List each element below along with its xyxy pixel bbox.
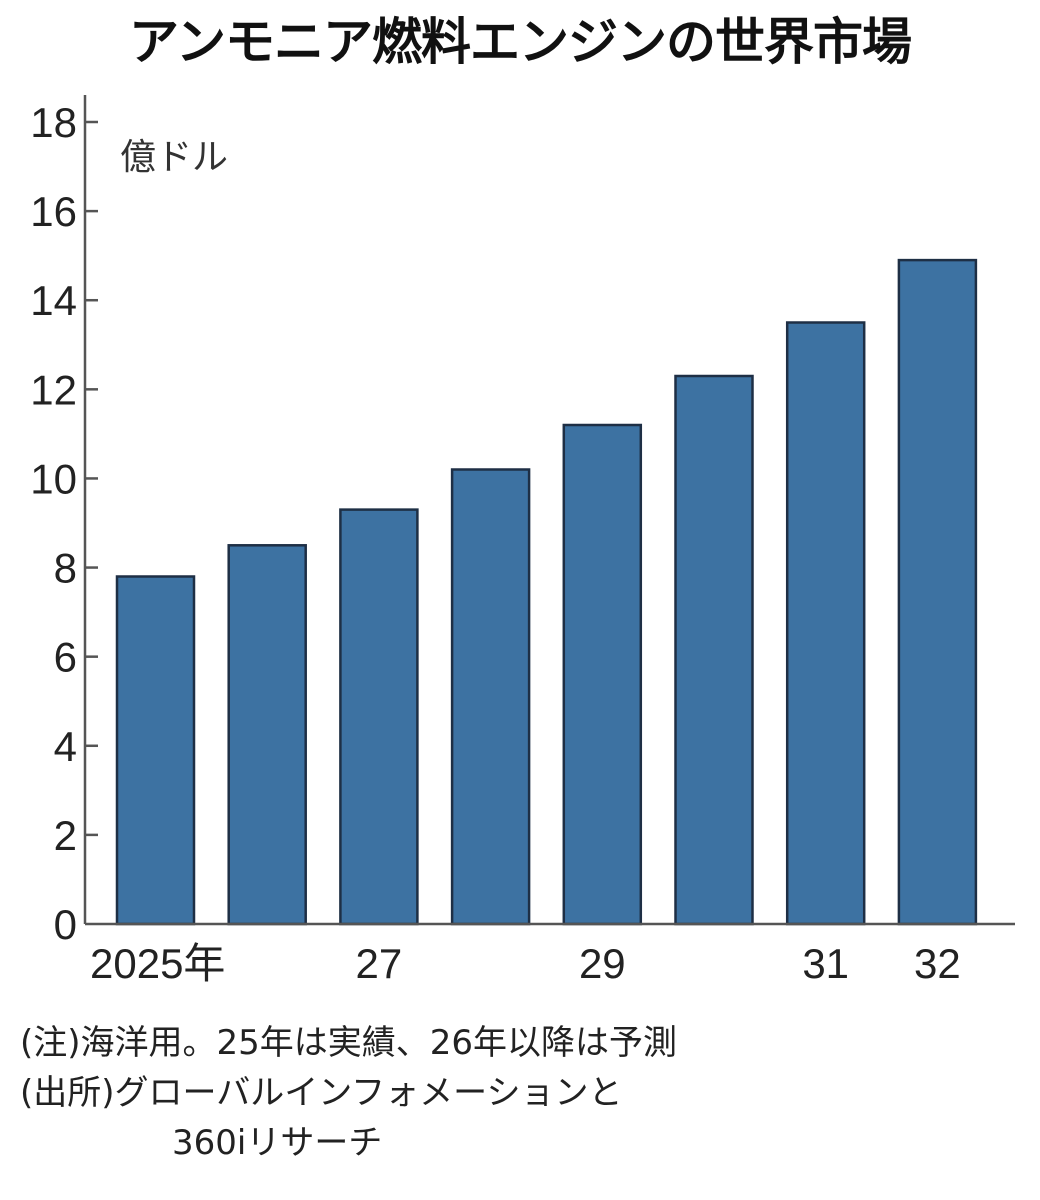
bar-2026	[227, 544, 307, 926]
bar-2027	[339, 508, 419, 926]
bar-2029	[562, 423, 643, 926]
source-text-line1: (出所)グローバルインフォメーションと	[20, 1073, 623, 1113]
source-text-line2: 360iリサーチ	[172, 1123, 383, 1163]
unit-label: 億ドル	[120, 137, 229, 178]
y-tick-label-18: 18	[30, 99, 77, 146]
note-text: (注)海洋用。25年は実績、26年以降は予測	[20, 1023, 678, 1063]
bar-2031	[785, 321, 866, 926]
y-tick-label-16: 16	[30, 188, 77, 235]
bar-2030	[674, 374, 754, 926]
bar-2032	[897, 258, 978, 926]
bar-2025	[115, 575, 196, 926]
bar-2028	[450, 468, 531, 926]
chart-notes: (注)海洋用。25年は実績、26年以降は予測 (出所)グローバルインフォメーショ…	[20, 1018, 677, 1168]
x-tick-label-27: 27	[356, 940, 403, 987]
y-tick-label-2: 2	[54, 812, 77, 859]
bar-chart: 0 2 4 6 8 10 12 14 16 18 2025年 27 29 31 32 億ドル	[30, 95, 1015, 987]
y-tick-label-14: 14	[30, 277, 77, 324]
x-tick-label-32: 32	[914, 940, 961, 987]
chart-title: アンモニア燃料エンジンの世界市場	[129, 13, 912, 71]
y-tick-label-8: 8	[54, 545, 77, 592]
x-tick-label-31: 31	[802, 940, 849, 987]
x-tick-label-2025年: 2025年	[90, 940, 225, 987]
y-tick-label-4: 4	[54, 723, 77, 770]
y-tick-label-12: 12	[30, 366, 77, 413]
x-tick-label-29: 29	[579, 940, 626, 987]
chart-canvas: 0 2 4 6 8 10 12 14 16 18 2025年 27 29 31 32	[30, 95, 1015, 987]
y-tick-label-10: 10	[30, 455, 77, 502]
y-tick-label-0: 0	[54, 901, 77, 948]
y-tick-label-6: 6	[54, 634, 77, 681]
